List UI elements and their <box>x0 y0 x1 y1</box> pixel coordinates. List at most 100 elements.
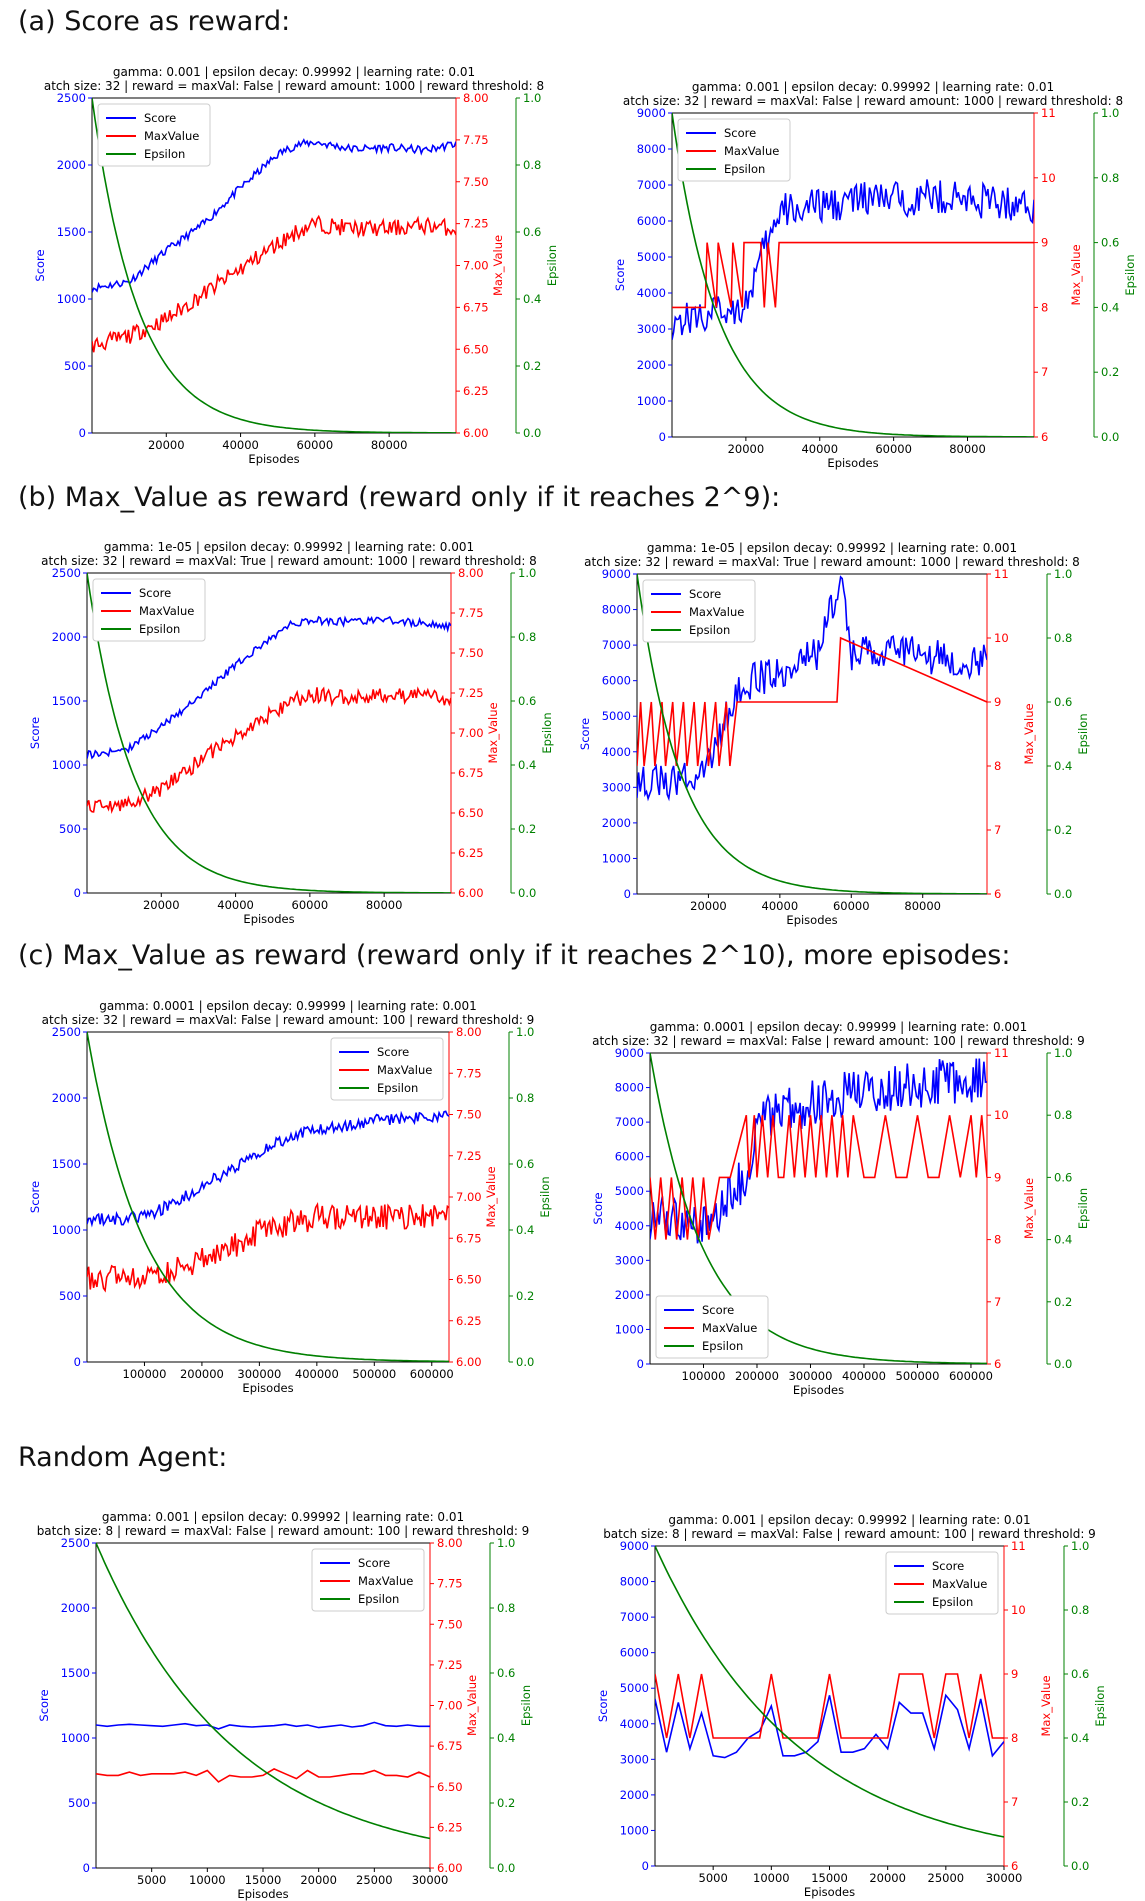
y-tick-label: 4000 <box>602 745 631 759</box>
y2-tick-label: 7.50 <box>437 1617 463 1631</box>
y2-tick-label: 8 <box>1041 300 1048 314</box>
x-axis-label: Episodes <box>793 1383 844 1397</box>
chart-random-left: gamma: 0.001 | epsilon decay: 0.99992 | … <box>37 1510 533 1901</box>
chart-title-line2: atch size: 32 | reward = maxVal: True | … <box>584 555 1080 569</box>
y2-tick-label: 9 <box>1041 236 1048 250</box>
y-tick-label: 8000 <box>615 1081 644 1095</box>
y2-axis-label: Max_Value <box>1022 703 1036 764</box>
x-axis-label: Episodes <box>237 1887 288 1901</box>
y2-tick-label: 7 <box>994 1295 1001 1309</box>
legend-label-maxvalue: MaxValue <box>689 605 744 619</box>
chart-title-line1: gamma: 0.001 | epsilon decay: 0.99992 | … <box>102 1510 464 1524</box>
x-tick-label: 80000 <box>904 899 941 913</box>
y3-tick-label: 0.4 <box>523 292 541 306</box>
y3-tick-label: 0.8 <box>1054 631 1072 645</box>
series-score-line <box>637 575 987 802</box>
y-tick-label: 500 <box>59 1289 81 1303</box>
y2-tick-label: 11 <box>994 567 1009 581</box>
y-tick-label: 7000 <box>637 178 666 192</box>
y2-tick-label: 10 <box>994 1108 1009 1122</box>
plot-area <box>672 113 1034 437</box>
y2-axis-label: Max_Value <box>484 1166 498 1227</box>
legend-label-maxvalue: MaxValue <box>724 144 779 158</box>
x-tick-label: 80000 <box>366 898 403 912</box>
y2-tick-label: 7.00 <box>437 1699 463 1713</box>
x-tick-label: 400000 <box>295 1367 339 1381</box>
x-tick-label: 60000 <box>875 442 912 456</box>
legend-box <box>642 579 756 643</box>
y-tick-label: 8000 <box>602 603 631 617</box>
legend-label-score: Score <box>932 1559 964 1573</box>
y2-tick-label: 6.50 <box>463 342 489 356</box>
y3-tick-label: 1.0 <box>1054 1046 1072 1060</box>
y-tick-label: 0 <box>74 886 81 900</box>
y3-tick-label: 0.0 <box>523 426 541 440</box>
y3-tick-label: 0.2 <box>516 1289 534 1303</box>
section-heading-random: Random Agent: <box>18 1442 228 1473</box>
chart-title-line2: batch size: 8 | reward = maxVal: False |… <box>603 1527 1096 1541</box>
y2-tick-label: 7.75 <box>458 606 484 620</box>
y3-tick-label: 0.2 <box>523 359 541 373</box>
y-tick-label: 1000 <box>57 292 86 306</box>
series-epsilon-line <box>96 1543 430 1840</box>
chart-title-line2: atch size: 32 | reward = maxVal: False |… <box>42 1013 535 1027</box>
x-tick-label: 40000 <box>762 899 799 913</box>
x-tick-label: 300000 <box>789 1369 833 1383</box>
y3-axis-label: Epsilon <box>519 1685 533 1726</box>
legend-box <box>97 103 211 167</box>
y-axis-label: Score <box>596 1690 610 1722</box>
y-tick-label: 8000 <box>620 1575 649 1589</box>
legend: Score MaxValue Epsilon <box>677 118 791 182</box>
y-tick-label: 5000 <box>602 709 631 723</box>
y-tick-label: 1000 <box>52 758 81 772</box>
y2-tick-label: 7 <box>994 823 1001 837</box>
x-tick-label: 60000 <box>833 899 870 913</box>
x-tick-label: 30000 <box>412 1873 449 1887</box>
y-tick-label: 2000 <box>602 816 631 830</box>
chart-title-line2: atch size: 32 | reward = maxVal: True | … <box>41 554 537 568</box>
x-tick-label: 25000 <box>356 1873 393 1887</box>
chart-c-left: gamma: 0.0001 | epsilon decay: 0.99999 |… <box>28 999 552 1395</box>
y-tick-label: 6000 <box>602 674 631 688</box>
y3-tick-label: 0.4 <box>518 758 536 772</box>
x-axis-label: Episodes <box>248 452 299 466</box>
legend-label-score: Score <box>377 1045 409 1059</box>
y2-tick-label: 7.25 <box>456 1149 482 1163</box>
x-tick-label: 20000 <box>143 898 180 912</box>
y3-tick-label: 0.6 <box>516 1157 534 1171</box>
y-tick-label: 1000 <box>52 1223 81 1237</box>
y2-tick-label: 7.50 <box>458 646 484 660</box>
y2-tick-label: 8.00 <box>458 566 484 580</box>
y-tick-label: 2000 <box>52 1091 81 1105</box>
y3-tick-label: 0.0 <box>1054 887 1072 901</box>
series-maxvalue-line <box>655 1673 1004 1739</box>
y-tick-label: 2000 <box>615 1288 644 1302</box>
legend: Score MaxValue Epsilon <box>642 579 756 643</box>
y-tick-label: 2000 <box>61 1601 90 1615</box>
section-heading-a: (a) Score as reward: <box>18 6 291 37</box>
x-tick-label: 15000 <box>811 1871 848 1885</box>
chart-a-left: gamma: 0.001 | epsilon decay: 0.99992 | … <box>33 65 559 466</box>
y2-tick-label: 8.00 <box>456 1025 482 1039</box>
y3-tick-label: 0.2 <box>1071 1795 1089 1809</box>
x-tick-label: 5000 <box>137 1873 166 1887</box>
x-tick-label: 200000 <box>180 1367 224 1381</box>
y-axis-label: Score <box>578 718 592 750</box>
y2-tick-label: 7 <box>1041 365 1048 379</box>
y-tick-label: 4000 <box>620 1717 649 1731</box>
y-tick-label: 3000 <box>637 322 666 336</box>
y3-tick-label: 0.6 <box>1054 695 1072 709</box>
y-tick-label: 2000 <box>620 1788 649 1802</box>
y3-tick-label: 0.6 <box>1071 1667 1089 1681</box>
legend-label-epsilon: Epsilon <box>377 1081 418 1095</box>
plot-area <box>87 573 451 893</box>
y3-tick-label: 0.8 <box>1101 171 1119 185</box>
y3-tick-label: 0.6 <box>497 1666 515 1680</box>
y-tick-label: 0 <box>624 887 631 901</box>
chart-c-right: gamma: 0.0001 | epsilon decay: 0.99999 |… <box>591 1020 1090 1397</box>
legend-label-epsilon: Epsilon <box>932 1595 973 1609</box>
x-tick-label: 600000 <box>410 1367 454 1381</box>
x-tick-label: 20000 <box>728 442 765 456</box>
y3-tick-label: 0.0 <box>516 1355 534 1369</box>
x-tick-label: 40000 <box>801 442 838 456</box>
